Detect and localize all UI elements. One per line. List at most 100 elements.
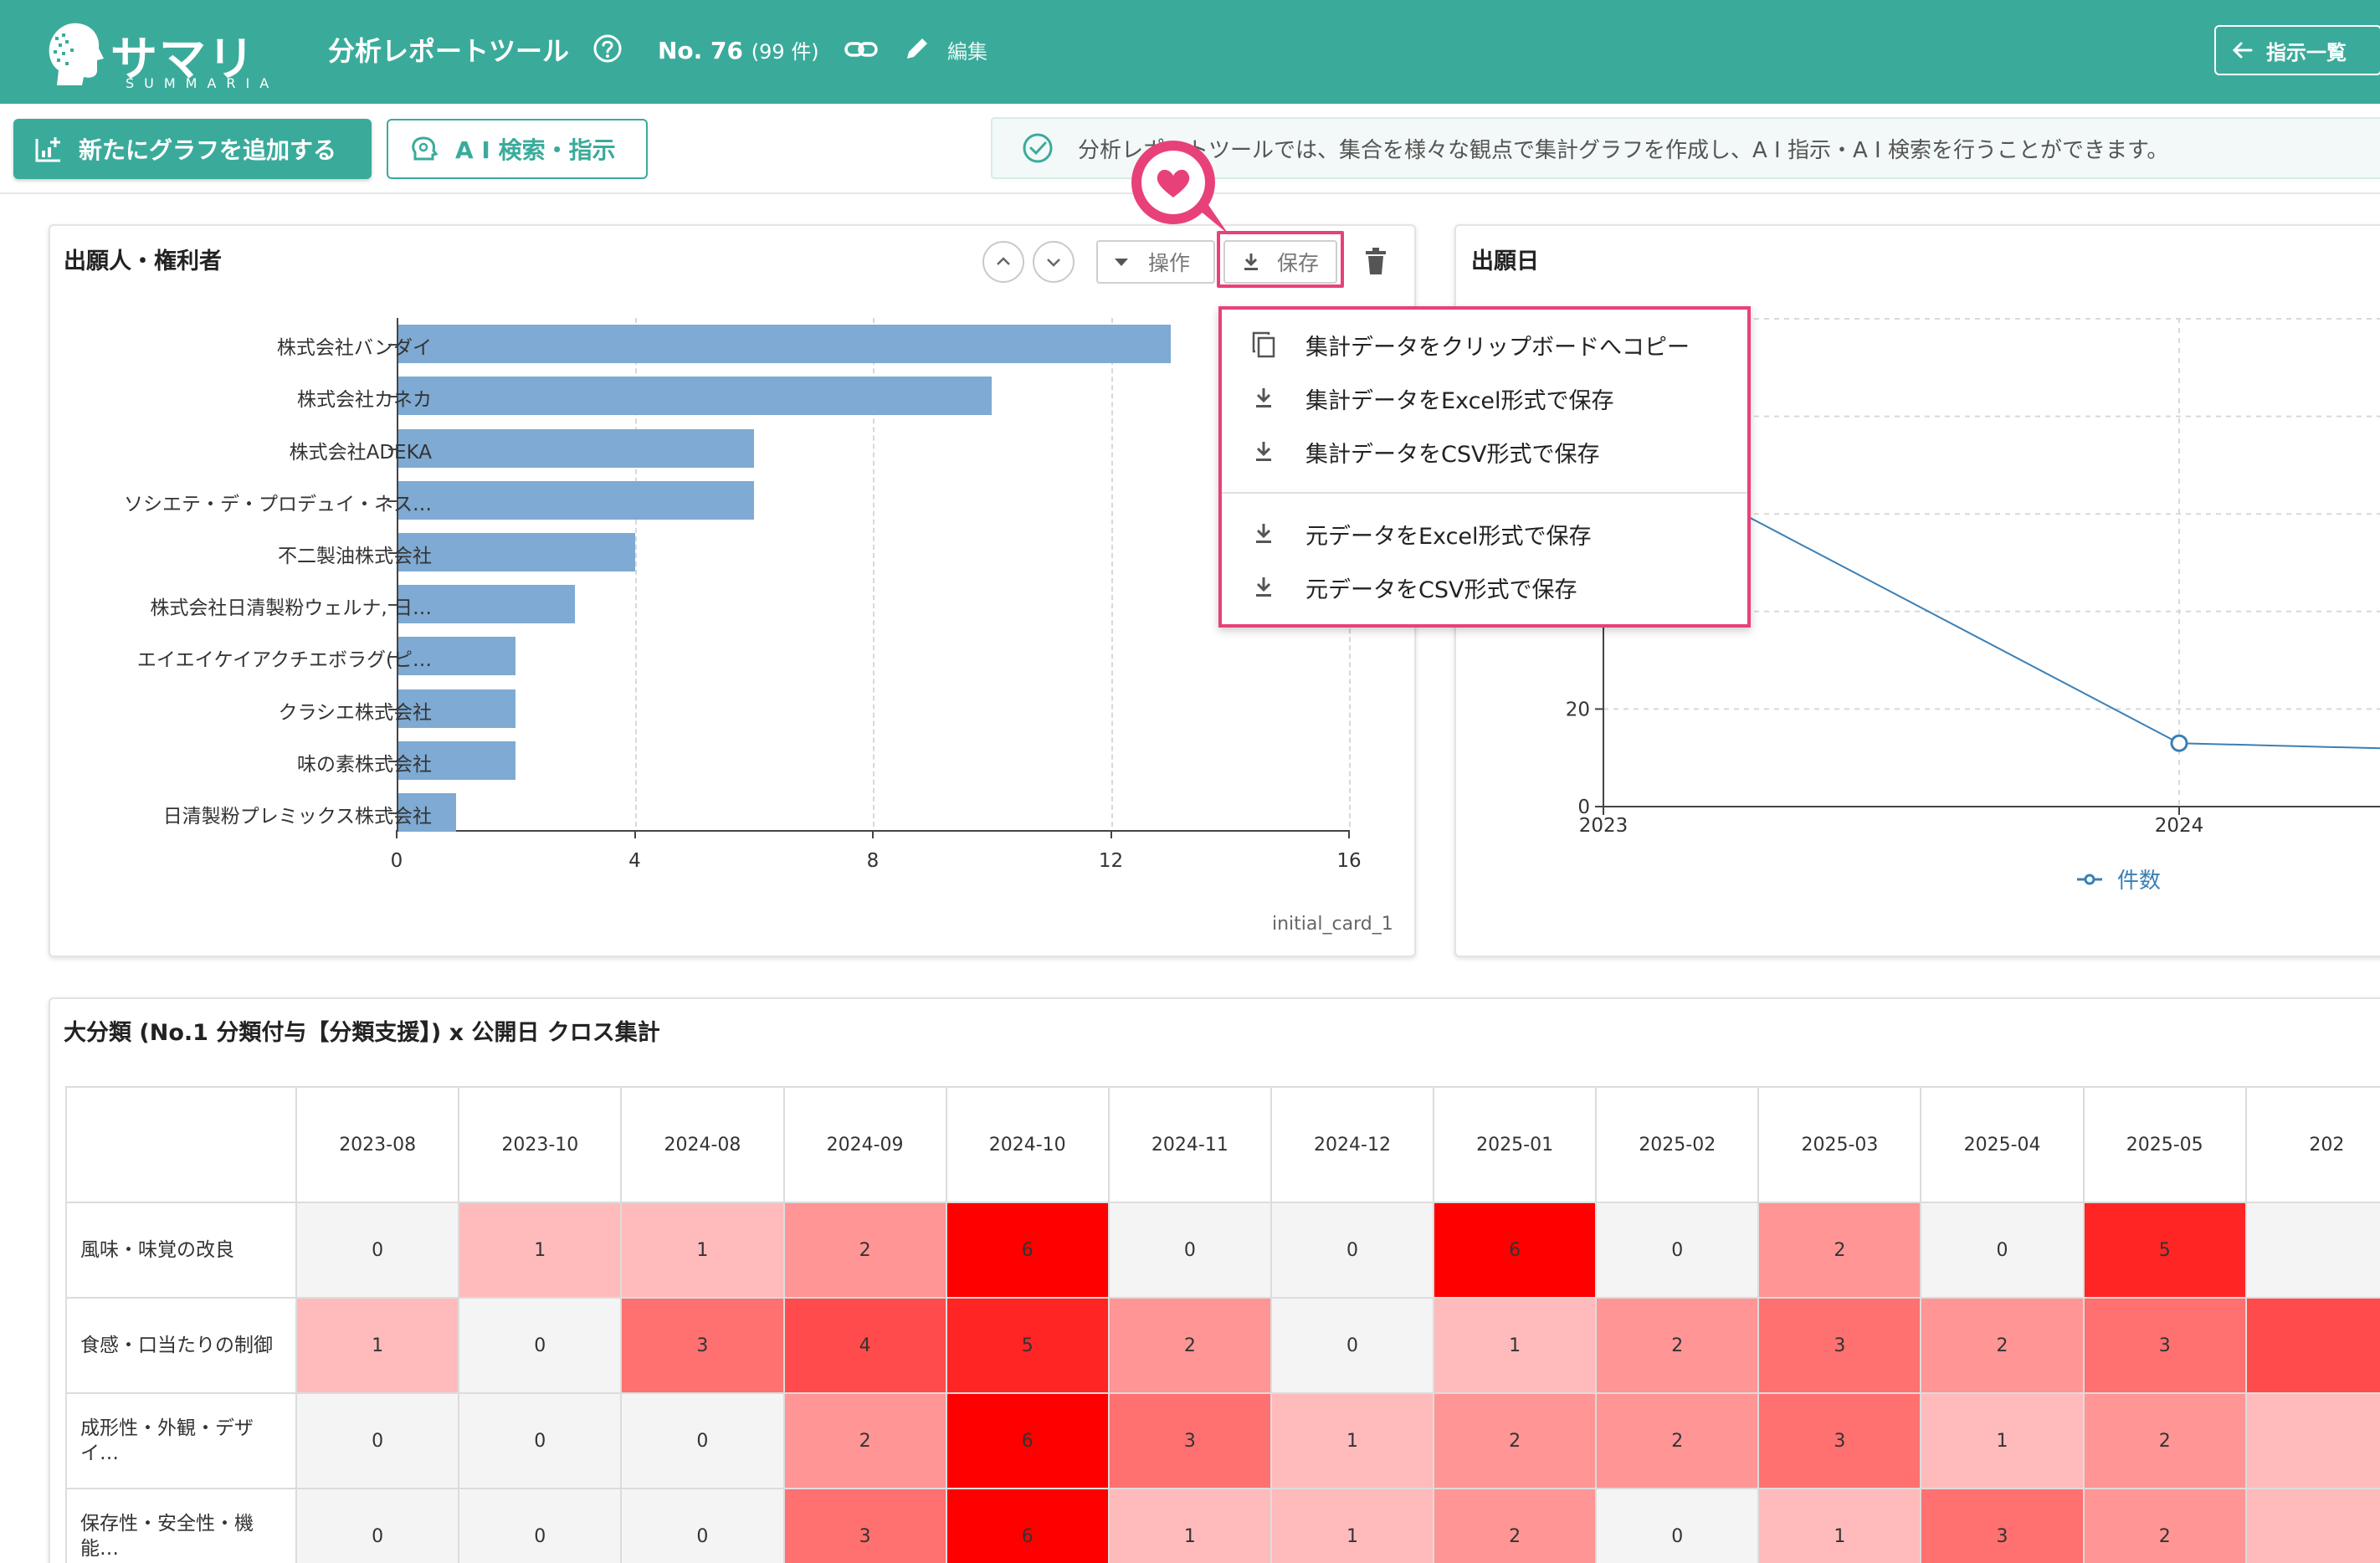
table-cell[interactable]: 2 xyxy=(782,1392,947,1489)
table-cell[interactable]: 6 xyxy=(945,1202,1110,1299)
table-cell[interactable]: 3 xyxy=(2082,1297,2247,1394)
table-cell[interactable]: 3 xyxy=(1920,1488,2085,1563)
move-down-button[interactable] xyxy=(1033,241,1075,283)
trash-icon[interactable] xyxy=(1362,246,1389,276)
table-cell[interactable]: 6 xyxy=(1433,1202,1598,1299)
table-cell[interactable]: 2 xyxy=(782,1202,947,1299)
table-cell[interactable]: 3 xyxy=(782,1488,947,1563)
table-cell[interactable]: 2 xyxy=(1433,1488,1598,1563)
app-logo[interactable]: サマリア SUMMARIA xyxy=(40,15,283,155)
help-icon[interactable] xyxy=(592,33,623,64)
bar[interactable] xyxy=(398,480,754,520)
table-cell[interactable]: 1 xyxy=(1270,1488,1435,1563)
table-cell[interactable] xyxy=(2244,1297,2380,1394)
bar[interactable] xyxy=(398,428,754,468)
bar[interactable] xyxy=(398,689,516,728)
column-header[interactable]: 2024-09 xyxy=(782,1086,947,1203)
table-cell[interactable]: 3 xyxy=(1107,1392,1272,1489)
bar[interactable] xyxy=(398,637,516,676)
table-cell[interactable]: 0 xyxy=(620,1488,785,1563)
table-cell[interactable]: 5 xyxy=(945,1297,1110,1394)
instruction-list-button[interactable]: 指示一覧 xyxy=(2214,25,2380,75)
chart-legend[interactable]: 件数 xyxy=(2075,863,2161,894)
column-header[interactable]: 2024-08 xyxy=(620,1086,785,1203)
table-cell[interactable]: 0 xyxy=(295,1202,460,1299)
table-cell[interactable]: 2 xyxy=(2082,1392,2247,1489)
table-cell[interactable]: 0 xyxy=(1270,1202,1435,1299)
table-cell[interactable]: 6 xyxy=(945,1392,1110,1489)
bar[interactable] xyxy=(398,532,635,571)
table-cell[interactable]: 0 xyxy=(458,1392,623,1489)
bar[interactable] xyxy=(398,325,1171,364)
column-header[interactable]: 2025-01 xyxy=(1433,1086,1598,1203)
column-header[interactable]: 2025-05 xyxy=(2082,1086,2247,1203)
row-header[interactable]: 食感・口当たりの制御 xyxy=(64,1297,298,1394)
table-cell[interactable]: 2 xyxy=(1595,1297,1760,1394)
table-cell[interactable]: 1 xyxy=(1757,1488,1922,1563)
column-header[interactable]: 2025-03 xyxy=(1757,1086,1922,1203)
table-cell[interactable]: 0 xyxy=(1270,1297,1435,1394)
table-cell[interactable]: 5 xyxy=(2082,1202,2247,1299)
table-cell[interactable]: 0 xyxy=(458,1488,623,1563)
column-header[interactable]: 2023-10 xyxy=(458,1086,623,1203)
table-cell[interactable]: 6 xyxy=(945,1488,1110,1563)
save-button[interactable]: 保存 xyxy=(1223,240,1337,284)
link-icon[interactable] xyxy=(844,37,879,62)
column-header[interactable]: 2025-04 xyxy=(1920,1086,2085,1203)
edit-label[interactable]: 編集 xyxy=(947,40,987,64)
table-cell[interactable]: 3 xyxy=(620,1297,785,1394)
row-header[interactable]: 成形性・外観・デザイ… xyxy=(64,1392,298,1489)
table-cell[interactable] xyxy=(2244,1488,2380,1563)
table-cell[interactable]: 1 xyxy=(1107,1488,1272,1563)
column-header[interactable]: 2024-12 xyxy=(1270,1086,1435,1203)
table-cell[interactable]: 0 xyxy=(458,1297,623,1394)
save-menu-item[interactable]: 元データをCSV形式で保存 xyxy=(1250,571,1577,604)
column-header[interactable]: 2023-08 xyxy=(295,1086,460,1203)
table-cell[interactable] xyxy=(2244,1202,2380,1299)
table-cell[interactable]: 1 xyxy=(1433,1297,1598,1394)
bar[interactable] xyxy=(398,585,576,624)
row-header[interactable]: 保存性・安全性・機能… xyxy=(64,1488,298,1563)
table-cell[interactable]: 3 xyxy=(1757,1297,1922,1394)
copy-icon xyxy=(1252,331,1275,358)
bar[interactable] xyxy=(398,377,993,416)
column-header[interactable]: 2024-10 xyxy=(945,1086,1110,1203)
column-header[interactable]: 2025-02 xyxy=(1595,1086,1760,1203)
bar[interactable] xyxy=(398,792,457,832)
save-menu-item[interactable]: 集計データをCSV形式で保存 xyxy=(1250,435,1599,469)
table-cell[interactable]: 2 xyxy=(1595,1392,1760,1489)
table-cell[interactable]: 0 xyxy=(1595,1202,1760,1299)
ai-search-button[interactable]: A I 検索・指示 xyxy=(387,119,648,179)
table-cell[interactable]: 1 xyxy=(458,1202,623,1299)
table-cell[interactable]: 0 xyxy=(1595,1488,1760,1563)
add-graph-button[interactable]: 新たにグラフを追加する xyxy=(13,119,372,179)
table-cell[interactable]: 2 xyxy=(1107,1297,1272,1394)
save-menu-item[interactable]: 元データをExcel形式で保存 xyxy=(1250,517,1592,551)
table-cell[interactable]: 2 xyxy=(1757,1202,1922,1299)
column-header[interactable]: 202 xyxy=(2244,1086,2380,1203)
table-cell[interactable]: 1 xyxy=(295,1297,460,1394)
table-cell[interactable]: 2 xyxy=(1433,1392,1598,1489)
table-cell[interactable]: 0 xyxy=(1107,1202,1272,1299)
column-header[interactable]: 2024-11 xyxy=(1107,1086,1272,1203)
table-cell[interactable]: 1 xyxy=(620,1202,785,1299)
table-cell[interactable]: 0 xyxy=(295,1392,460,1489)
save-menu-item[interactable]: 集計データをExcel形式で保存 xyxy=(1250,382,1614,415)
pencil-icon[interactable] xyxy=(904,35,931,62)
table-row: 成形性・外観・デザイ… 0 0 0 2 6 3 1 2 2 3 1 2 xyxy=(64,1392,2380,1489)
bar[interactable] xyxy=(398,741,516,780)
operations-dropdown[interactable]: 操作 xyxy=(1096,240,1215,284)
table-cell[interactable]: 1 xyxy=(1920,1392,2085,1489)
table-cell[interactable] xyxy=(2244,1392,2380,1489)
table-cell[interactable]: 2 xyxy=(1920,1297,2085,1394)
row-header[interactable]: 風味・味覚の改良 xyxy=(64,1202,298,1299)
table-cell[interactable]: 2 xyxy=(2082,1488,2247,1563)
table-cell[interactable]: 4 xyxy=(782,1297,947,1394)
table-cell[interactable]: 3 xyxy=(1757,1392,1922,1489)
move-up-button[interactable] xyxy=(982,241,1024,283)
table-cell[interactable]: 0 xyxy=(620,1392,785,1489)
table-cell[interactable]: 1 xyxy=(1270,1392,1435,1489)
table-cell[interactable]: 0 xyxy=(295,1488,460,1563)
table-cell[interactable]: 0 xyxy=(1920,1202,2085,1299)
save-menu-item[interactable]: 集計データをクリップボードへコピー xyxy=(1250,328,1690,361)
